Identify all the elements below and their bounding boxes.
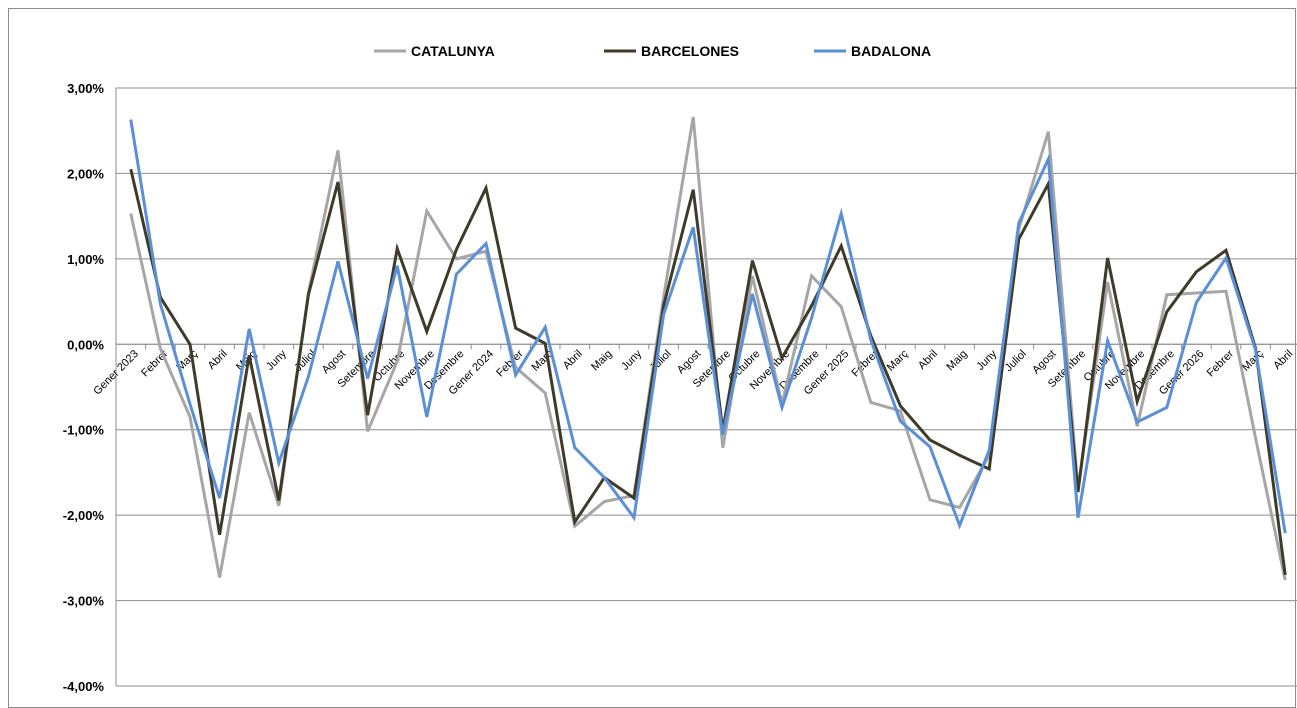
series-line-barcelones [129,168,1287,576]
series-line-badalona [129,119,1287,534]
series-lines [129,116,1287,581]
y-tick-label: 0,00% [67,337,104,352]
x-tick-label: Juny [264,348,289,373]
legend-label-barcelones: BARCELONES [641,43,739,59]
y-tick-label: 2,00% [67,166,104,181]
y-tick-label: -4,00% [63,679,105,694]
y-tick-label: -3,00% [63,594,105,609]
x-tick-label: Maig [944,348,969,373]
y-tick-label: 1,00% [67,252,104,267]
x-tick-label: Abril [1271,348,1295,372]
x-tick-label: Juny [974,348,999,373]
gridlines [115,87,1297,687]
y-tick-label: 3,00% [67,81,104,96]
legend-label-catalunya: CATALUNYA [411,43,495,59]
x-tick-label: Febrer [1205,348,1237,380]
x-tick-label: Maig [589,348,614,373]
x-tick-label: Juliol [1003,348,1029,374]
x-tick-label: Juny [619,348,644,373]
y-axis-ticks: 3,00% 2,00% 1,00% 0,00% -1,00% -2,00% -3,00% -4… [63,81,105,694]
x-tick-label: Abril [206,348,230,372]
x-tick-label: Abril [561,348,585,372]
legend: CATALUNYA BARCELONES BADALONA [374,43,931,59]
x-tick-label: Març [1240,348,1266,374]
x-tick-label: Abril [916,348,940,372]
legend-label-badalona: BADALONA [851,43,931,59]
y-tick-label: -1,00% [63,423,105,438]
x-tick-label: Març [885,348,911,374]
y-tick-label: -2,00% [63,508,105,523]
